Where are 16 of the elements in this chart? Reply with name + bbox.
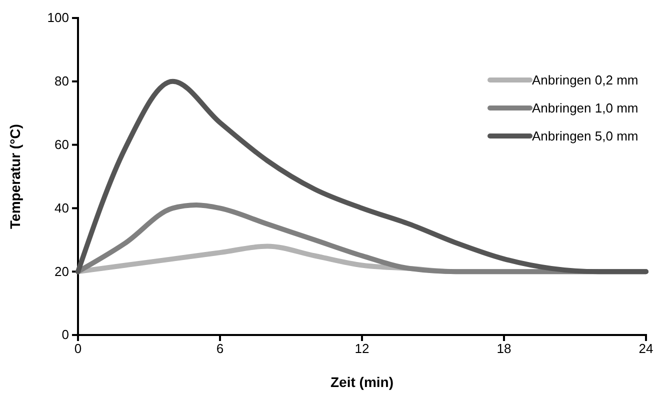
x-axis-title: Zeit (min) (330, 374, 394, 390)
y-tick-label: 20 (54, 264, 69, 279)
x-tick-label: 0 (74, 341, 82, 356)
legend-label: Anbringen 0,2 mm (532, 72, 638, 88)
legend-label: Anbringen 5,0 mm (532, 128, 638, 144)
y-tick-label: 100 (47, 10, 69, 26)
x-tick-label: 18 (496, 341, 512, 356)
y-tick-label: 60 (54, 136, 69, 152)
x-tick-label: 24 (638, 341, 654, 356)
legend-label: Anbringen 1,0 mm (532, 100, 638, 116)
y-tick-label: 40 (54, 200, 69, 216)
y-axis-title: Temperatur (°C) (7, 124, 23, 229)
x-tick-label: 12 (354, 341, 370, 356)
x-tick-label: 6 (216, 341, 224, 356)
y-tick-label: 0 (62, 327, 69, 342)
y-tick-label: 80 (54, 74, 69, 89)
